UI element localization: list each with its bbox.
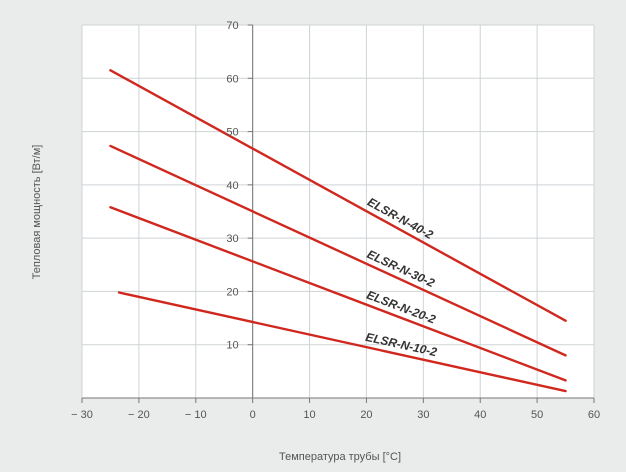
- x-axis-label: Температура трубы [°C]: [279, 451, 401, 463]
- y-tick-label: 50: [226, 127, 238, 139]
- y-tick-label: 20: [226, 286, 238, 298]
- x-tick-labels: − 30 − 20 − 10 0 10 20 30 40 50 60: [71, 409, 600, 421]
- y-tick-label: 40: [226, 180, 238, 192]
- x-tick-label: 30: [417, 409, 429, 421]
- x-tick-label: 60: [588, 409, 600, 421]
- y-tick-label: 30: [226, 233, 238, 245]
- x-tick-label: 20: [360, 409, 372, 421]
- series-line: [109, 206, 567, 382]
- series-lines: [109, 69, 567, 393]
- y-tick-label: 60: [226, 73, 238, 85]
- series-line: [117, 291, 567, 393]
- y-tick-label: 70: [226, 20, 238, 32]
- y-tick-label: 10: [226, 340, 238, 352]
- x-tick-label: − 10: [185, 409, 207, 421]
- x-tick-label: 50: [531, 409, 543, 421]
- plot-area: [82, 25, 594, 398]
- y-tick-labels: 10 20 30 40 50 60 70: [226, 20, 238, 352]
- series-line: [109, 144, 567, 357]
- y-axis-label: Тепловая мощность [Вт/м]: [31, 145, 43, 280]
- x-tick-label: 0: [250, 409, 256, 421]
- x-tick-label: − 20: [128, 409, 150, 421]
- x-tick-label: 10: [303, 409, 315, 421]
- grid: [81, 24, 595, 398]
- x-tick-label: − 30: [71, 409, 93, 421]
- x-tick-label: 40: [474, 409, 486, 421]
- series-line: [109, 69, 567, 322]
